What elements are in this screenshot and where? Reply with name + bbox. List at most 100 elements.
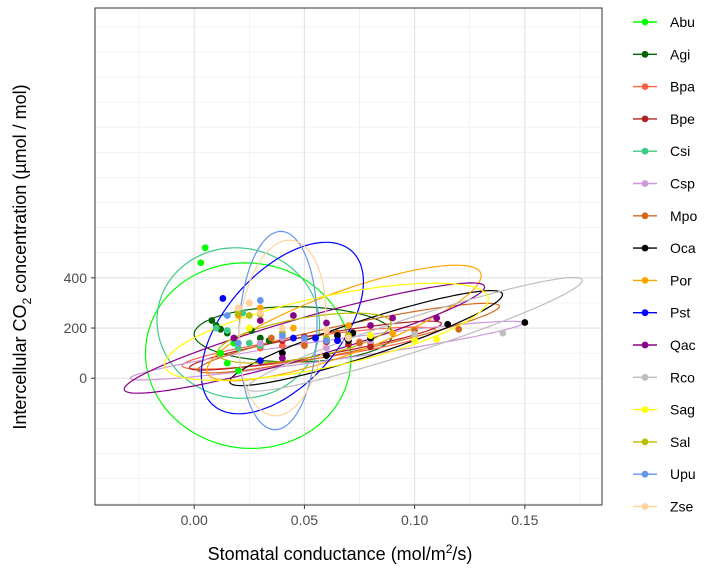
- legend-item-oca: Oca: [633, 240, 696, 256]
- point-qac: [230, 334, 238, 342]
- legend-item-bpa: Bpa: [633, 79, 695, 95]
- y-tick-label: 400: [64, 270, 88, 286]
- legend-label: Sal: [670, 434, 690, 450]
- ellipse-bpa: [181, 326, 437, 370]
- ellipse-mpo: [197, 302, 500, 374]
- legend-key-point: [641, 212, 649, 220]
- point-oca: [334, 332, 341, 339]
- point-upu: [278, 332, 286, 339]
- legend-key-point: [641, 438, 649, 446]
- point-agi: [208, 317, 216, 324]
- ellipse-zse: [238, 239, 327, 417]
- legend-label: Bpe: [670, 111, 695, 127]
- legend-key-point: [641, 309, 649, 317]
- x-tick-label: 0.10: [401, 512, 428, 528]
- point-qac: [289, 312, 297, 319]
- legend-label: Abu: [670, 14, 695, 30]
- point-qac: [389, 314, 396, 322]
- panel-border: [94, 7, 603, 506]
- legend-item-sal: Sal: [633, 434, 690, 450]
- legend-label: Por: [670, 272, 692, 288]
- point-zse: [245, 299, 253, 307]
- legend-key-point: [641, 180, 649, 187]
- legend: Abu Agi Bpa Bpe Csi Csp Mpo Oca Por Pst Qac Rco Sag S…: [633, 14, 697, 515]
- ellipse-csp: [129, 320, 524, 381]
- point-csp: [256, 339, 264, 347]
- point-csi: [234, 344, 242, 352]
- point-oca: [444, 320, 452, 328]
- points: [197, 244, 529, 375]
- point-zse: [323, 327, 330, 334]
- legend-key-point: [641, 115, 649, 123]
- point-rco: [499, 329, 507, 337]
- legend-item-por: Por: [633, 272, 692, 288]
- legend-key-point: [641, 18, 649, 26]
- ellipse-upu: [238, 230, 318, 431]
- point-qac: [278, 354, 286, 362]
- point-mpo: [267, 334, 275, 342]
- point-qac: [367, 322, 374, 329]
- y-tick-label: 0: [79, 370, 87, 386]
- point-upu: [323, 337, 330, 344]
- point-mpo: [455, 325, 463, 333]
- legend-label: Sag: [670, 402, 695, 418]
- legend-label: Bpa: [670, 79, 695, 95]
- x-tick-label: 0.15: [511, 512, 538, 528]
- plot-panel: [95, 8, 602, 505]
- point-abu: [217, 349, 225, 357]
- point-pst: [219, 295, 227, 302]
- x-axis-ticks: 0.00 0.05 0.10 0.15: [181, 505, 539, 528]
- legend-item-qac: Qac: [633, 337, 696, 353]
- legend-label: Zse: [670, 499, 694, 515]
- point-upu: [301, 334, 308, 342]
- legend-item-abu: Abu: [633, 14, 695, 30]
- legend-item-csp: Csp: [633, 176, 695, 192]
- point-mpo: [356, 339, 363, 347]
- point-por: [389, 329, 396, 337]
- legend-key-point: [641, 83, 649, 90]
- point-bpe: [367, 343, 374, 351]
- point-sag: [367, 332, 374, 339]
- point-sag: [245, 324, 253, 332]
- legend-label: Rco: [670, 369, 695, 385]
- point-pst: [289, 334, 297, 342]
- ellipses: [123, 230, 584, 450]
- point-abu: [197, 259, 205, 267]
- point-oca: [278, 349, 286, 357]
- y-tick-label: 200: [64, 320, 88, 336]
- legend-item-bpe: Bpe: [633, 111, 695, 127]
- point-pst: [312, 334, 319, 342]
- legend-label: Qac: [670, 337, 696, 353]
- point-oca: [521, 319, 529, 326]
- ellipse-abu: [144, 262, 352, 450]
- legend-item-mpo: Mpo: [633, 208, 697, 224]
- legend-label: Pst: [670, 305, 690, 321]
- point-por: [289, 324, 297, 332]
- point-abu: [223, 359, 231, 367]
- point-sal: [234, 309, 242, 317]
- legend-label: Mpo: [670, 208, 697, 224]
- point-oca: [323, 352, 330, 360]
- point-sal: [245, 312, 253, 319]
- legend-item-pst: Pst: [633, 305, 690, 321]
- point-csp: [323, 344, 330, 352]
- point-upu: [234, 339, 242, 347]
- legend-item-zse: Zse: [633, 499, 694, 515]
- ellipse-oca: [229, 290, 504, 387]
- y-axis-title: Intercellular CO2 concentration (µmol / …: [10, 84, 34, 429]
- point-rco: [411, 330, 419, 338]
- point-abu: [234, 367, 242, 375]
- x-axis-title: Stomatal conductance (mol/m2/s): [208, 542, 473, 564]
- ellipse-qac: [123, 282, 486, 394]
- point-csi: [245, 339, 253, 347]
- point-csi: [212, 324, 220, 332]
- grid: [95, 8, 602, 505]
- legend-item-sag: Sag: [633, 402, 695, 418]
- point-pst: [334, 337, 341, 344]
- point-sag: [411, 337, 419, 344]
- point-qac: [433, 314, 441, 322]
- ellipse-pst: [200, 241, 364, 415]
- legend-label: Csp: [670, 176, 695, 192]
- x-tick-label: 0.05: [291, 512, 318, 528]
